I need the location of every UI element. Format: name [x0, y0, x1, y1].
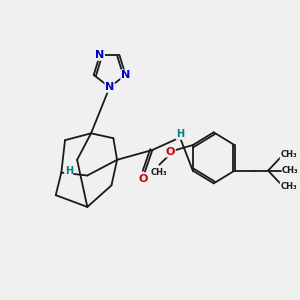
- Text: CH₃: CH₃: [280, 182, 297, 191]
- Text: H: H: [176, 129, 184, 139]
- Text: O: O: [138, 174, 148, 184]
- Text: H: H: [65, 166, 73, 176]
- Text: CH₃: CH₃: [280, 150, 297, 159]
- Text: CH₃: CH₃: [151, 168, 168, 177]
- Text: N: N: [105, 82, 114, 92]
- Text: CH₃: CH₃: [282, 166, 299, 175]
- Text: O: O: [166, 147, 175, 157]
- Text: N: N: [95, 50, 104, 60]
- Text: N: N: [121, 70, 130, 80]
